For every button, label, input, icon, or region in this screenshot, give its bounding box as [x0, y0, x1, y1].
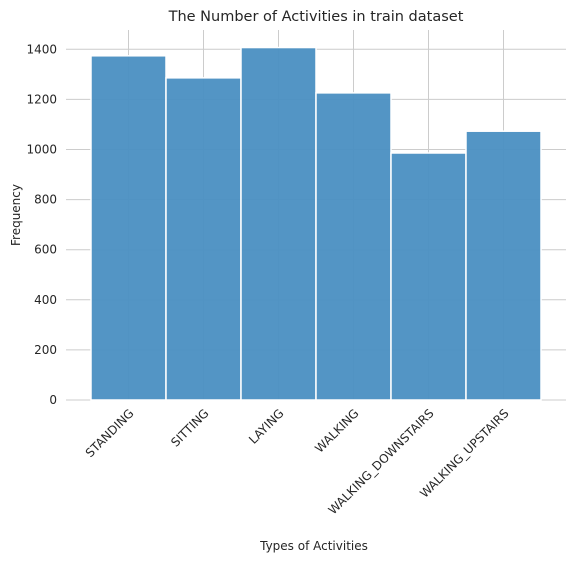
bar — [465, 130, 542, 401]
x-axis-ticks: STANDING SITTING LAYING WALKINGWALKING_DOWN… — [83, 406, 512, 517]
y-tick-label: 600 — [34, 243, 57, 257]
bar — [240, 46, 317, 401]
y-tick-label: 0 — [49, 393, 57, 407]
bar — [390, 152, 467, 401]
x-axis-label: Types of Activities — [259, 539, 368, 553]
x-tick-label: STANDING — [83, 406, 137, 460]
y-tick-label: 400 — [34, 293, 57, 307]
y-tick-label: 1000 — [26, 142, 57, 156]
x-tick-label: LAYING — [246, 406, 287, 447]
bar — [315, 92, 392, 401]
y-tick-label: 200 — [34, 343, 57, 357]
y-tick-label: 1400 — [26, 42, 57, 56]
y-axis-label: Frequency — [9, 184, 23, 246]
chart-title: The Number of Activities in train datase… — [168, 9, 464, 25]
y-tick-label: 800 — [34, 193, 57, 207]
bars — [90, 46, 542, 401]
y-axis-ticks: 0 200 400 600 800 1000 1200 1400 — [26, 42, 57, 407]
x-tick-label: WALKING — [312, 406, 361, 455]
bar — [165, 77, 242, 401]
x-tick-label: SITTING — [168, 406, 211, 449]
y-tick-label: 1200 — [26, 92, 57, 106]
bar — [90, 55, 167, 401]
